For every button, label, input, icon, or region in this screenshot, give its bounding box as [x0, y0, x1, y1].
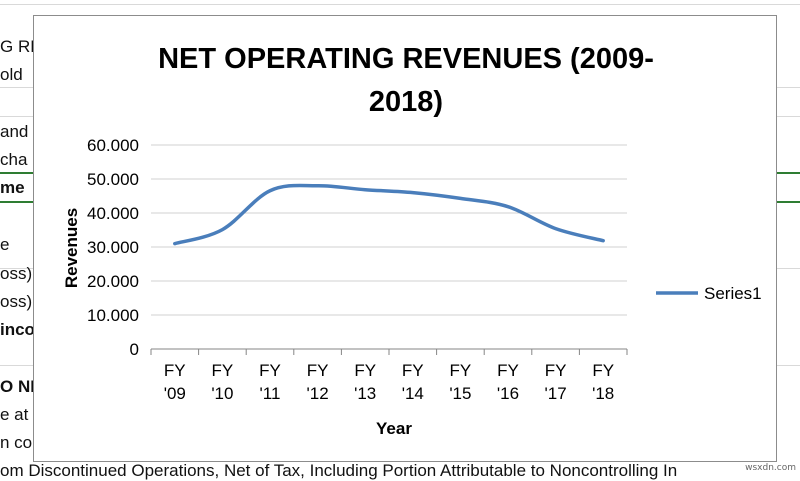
sheet-cell[interactable]: and	[0, 122, 29, 141]
chart-panel[interactable]: NET OPERATING REVENUES (2009- 2018) 0 10.…	[33, 15, 777, 462]
sheet-cell[interactable]: oss)	[0, 292, 33, 311]
y-tick-label: 10.000	[87, 306, 139, 325]
x-tick-label: FY '09	[164, 361, 186, 403]
x-tick-label: FY '10	[211, 361, 233, 403]
line-chart: NET OPERATING REVENUES (2009- 2018) 0 10.…	[62, 43, 762, 438]
x-tick-label: FY '16	[497, 361, 519, 403]
y-axis-ticks: 0 10.000 20.000 30.000 40.000 50.000 60.000	[87, 136, 139, 359]
y-tick-label: 40.000	[87, 204, 139, 223]
sheet-cell[interactable]: n co	[0, 433, 33, 452]
x-tick-label: FY '17	[545, 361, 567, 403]
series-line	[173, 183, 605, 246]
bottom-row-text[interactable]: om Discontinued Operations, Net of Tax, …	[0, 461, 678, 480]
sheet-cell[interactable]: old	[0, 65, 23, 84]
y-axis-title: Revenues	[62, 208, 81, 288]
legend: Series1	[656, 284, 762, 303]
x-tick-label: FY '15	[449, 361, 471, 403]
sheet-cell[interactable]: e	[0, 235, 10, 254]
sheet-cell[interactable]: cha	[0, 150, 28, 169]
chart-title-line-1: NET OPERATING REVENUES (2009-	[158, 43, 654, 75]
sheet-cell[interactable]: oss)	[0, 264, 33, 283]
sheet-cell[interactable]: e at	[0, 405, 29, 424]
x-axis-ticks: FY '09 FY '10 FY '11 FY '12 FY '13 FY '14 FY '15 FY '16…	[150, 349, 628, 403]
y-tick-label: 50.000	[87, 170, 139, 189]
x-tick-label: FY '18	[592, 361, 614, 403]
y-tick-label: 20.000	[87, 272, 139, 291]
y-tick-label: 60.000	[87, 136, 139, 155]
series-layer	[173, 183, 605, 246]
x-axis-title: Year	[376, 419, 412, 438]
y-tick-label: 30.000	[87, 238, 139, 257]
sheet-cell[interactable]: O NE	[0, 377, 42, 396]
sheet-cell[interactable]: inco	[0, 320, 35, 339]
chart-title-line-2: 2018)	[369, 86, 443, 118]
legend-label: Series1	[704, 284, 762, 303]
row-gridline	[0, 4, 800, 5]
x-tick-label: FY '14	[402, 361, 424, 403]
gridlines	[151, 144, 627, 350]
watermark: wsxdn.com	[745, 463, 796, 473]
x-tick-label: FY '13	[354, 361, 376, 403]
x-tick-label: FY '12	[307, 361, 329, 403]
y-tick-label: 0	[130, 340, 139, 359]
x-tick-label: FY '11	[259, 361, 281, 403]
sheet-cell[interactable]: G RE	[0, 37, 42, 56]
sheet-cell[interactable]: me	[0, 178, 25, 197]
